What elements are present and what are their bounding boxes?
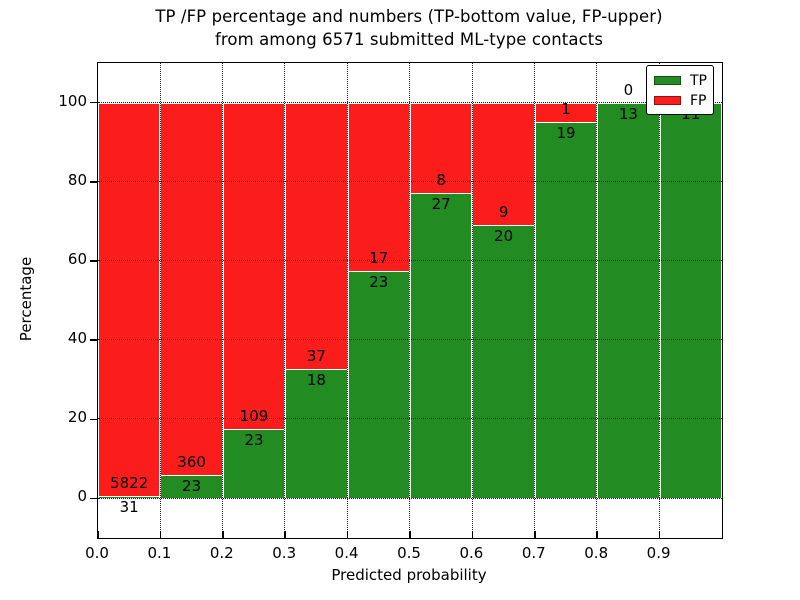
x-tick-mark: [159, 531, 162, 538]
tp-count-label: 23: [244, 431, 264, 450]
bar-segment-tp: [285, 368, 348, 499]
bar-segment-fp: [472, 102, 535, 226]
y-tick-mark: [89, 101, 97, 104]
y-tick-mark: [89, 497, 97, 500]
y-tick-mark: [89, 339, 97, 341]
bar-segment-tp: [597, 102, 660, 499]
bar-segment-fp: [160, 102, 223, 475]
bar-segment-tp: [347, 270, 410, 499]
fp-count-label: 8: [436, 171, 446, 190]
fp-swatch-icon: [654, 96, 681, 105]
legend-entry-label: FP: [690, 92, 707, 109]
fp-count-label: 109: [239, 407, 269, 426]
x-tick-label: 0.9: [646, 544, 671, 562]
x-tick-mark: [222, 531, 224, 538]
fp-count-label: 0: [623, 80, 634, 99]
tp-count-label: 31: [119, 498, 139, 517]
bar-segment-tp: [534, 122, 598, 499]
legend-entry-label: TP: [690, 72, 707, 89]
x-tick-label: 0.7: [521, 544, 546, 562]
y-tick-label: 100: [58, 91, 87, 110]
x-tick-label: 0.1: [147, 544, 172, 562]
bar-segment-fp: [347, 102, 410, 271]
x-tick-mark: [596, 531, 598, 538]
tp-count-label: 13: [618, 104, 638, 123]
legend-entry: TP: [654, 72, 707, 89]
plot-area: 582231360231092337181723827920119013011: [89, 62, 723, 539]
x-tick-label: 0.8: [584, 544, 609, 562]
y-tick-mark: [89, 260, 97, 262]
bar-segment-fp: [98, 102, 161, 497]
fp-count-label: 9: [498, 203, 509, 222]
x-tick-mark: [346, 531, 349, 538]
legend-entry: FP: [654, 92, 707, 109]
y-axis-label: Percentage: [17, 256, 35, 342]
fp-count-label: 17: [369, 248, 389, 267]
bar-segment-fp: [222, 102, 286, 430]
bar-segment-tp: [472, 225, 535, 499]
x-tick-mark: [409, 531, 411, 538]
chart-title-line2: from among 6571 submitted ML-type contac…: [214, 30, 604, 49]
bar-segment-fp: [285, 102, 348, 369]
x-tick-label: 0.0: [85, 544, 109, 562]
y-tick-mark: [89, 181, 97, 183]
bar-segment-tp: [659, 102, 722, 499]
y-tick-label: 60: [67, 249, 87, 268]
x-tick-label: 0.2: [209, 544, 234, 562]
tp-count-label: 19: [556, 124, 576, 143]
x-tick-mark: [97, 531, 99, 538]
bar-segment-tp: [222, 429, 286, 499]
legend: TP FP: [646, 65, 714, 115]
tp-count-label: 27: [431, 195, 451, 214]
x-axis-label: Predicted probability: [331, 566, 487, 584]
fp-count-label: 5822: [110, 474, 149, 493]
x-tick-mark: [658, 531, 661, 538]
fp-count-label: 37: [306, 346, 326, 365]
x-tick-label: 0.6: [459, 544, 484, 562]
x-tick-label: 0.4: [334, 544, 359, 562]
x-tick-label: 0.3: [272, 544, 297, 562]
y-tick-label: 80: [67, 170, 87, 189]
bar-segment-fp: [410, 102, 473, 194]
x-tick-mark: [534, 531, 536, 538]
chart-title-line1: TP /FP percentage and numbers (TP-bottom…: [155, 7, 663, 26]
y-tick-label: 0: [77, 487, 87, 506]
tp-count-label: 18: [306, 370, 326, 389]
tp-swatch-icon: [654, 76, 681, 85]
x-tick-label: 0.5: [397, 544, 421, 562]
fp-count-label: 1: [561, 100, 571, 119]
fp-count-label: 360: [177, 452, 206, 471]
y-tick-mark: [89, 418, 97, 420]
tp-count-label: 23: [369, 272, 389, 291]
bar-segment-tp: [410, 193, 473, 499]
y-tick-label: 40: [67, 329, 87, 348]
tp-count-label: 23: [182, 476, 202, 495]
x-tick-mark: [471, 531, 474, 538]
x-tick-mark: [284, 531, 286, 538]
tp-count-label: 20: [494, 227, 514, 246]
y-tick-label: 20: [67, 408, 87, 427]
